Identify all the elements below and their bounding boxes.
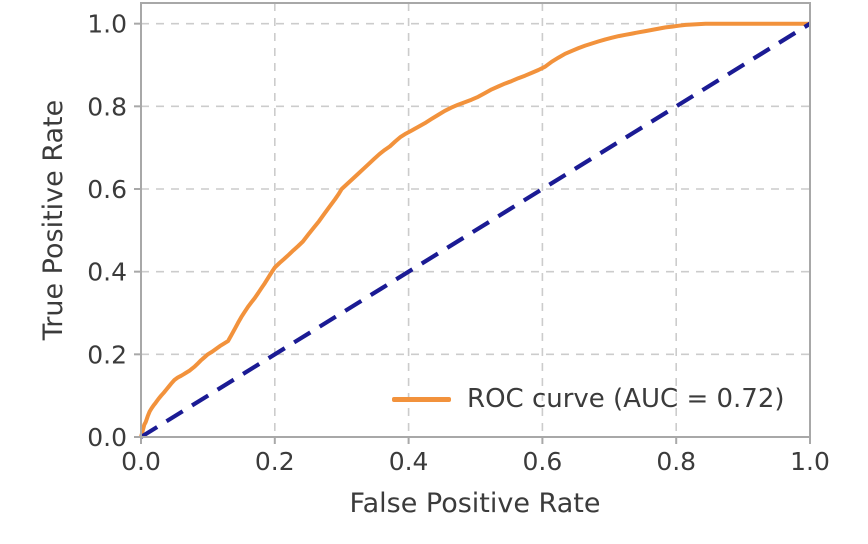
grid-layer (141, 3, 810, 437)
y-tick-label: 0.2 (87, 340, 127, 369)
y-tick-label: 0.8 (87, 92, 127, 121)
y-tick-label: 0.6 (87, 175, 127, 204)
x-tick-label: 0.0 (121, 447, 161, 476)
y-tick-label: 1.0 (87, 10, 127, 39)
series-layer (139, 21, 812, 439)
x-tick-label: 0.8 (656, 447, 696, 476)
x-tick-label: 1.0 (790, 447, 830, 476)
y-tick-label: 0.4 (87, 258, 127, 287)
x-tick-label: 0.6 (523, 447, 563, 476)
y-axis-label: True Positive Rate (38, 100, 69, 342)
roc-curve-line (139, 21, 810, 438)
axes-layer: 0.0 0.2 0.4 0.6 0.8 1.0 0.0 0.2 0.4 0.6 0.8 1.0 (87, 2, 830, 476)
chance-diagonal-line (139, 21, 812, 439)
x-tick-label: 0.2 (255, 447, 295, 476)
y-tick-label: 0.0 (87, 423, 127, 452)
axes-frame (140, 2, 811, 438)
x-axis-label: False Positive Rate (350, 488, 601, 519)
x-tick-label: 0.4 (389, 447, 429, 476)
